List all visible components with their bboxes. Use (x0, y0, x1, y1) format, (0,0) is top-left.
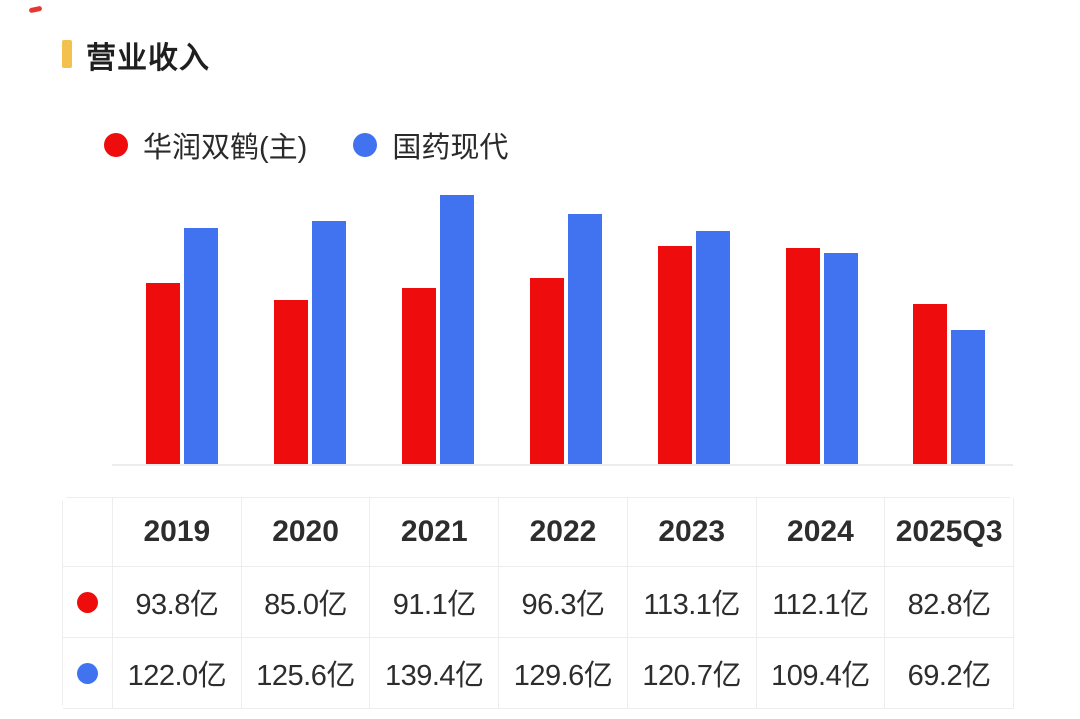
bar-2019-series-1[interactable] (184, 228, 218, 464)
bar-2024-series-0[interactable] (786, 248, 820, 464)
table-cell: 112.1亿 (756, 567, 886, 638)
table-header-2025Q3: 2025Q3 (885, 498, 1014, 567)
bar-2019-series-0[interactable] (146, 283, 180, 464)
legend-item-series-0[interactable]: 华润双鹤(主) (104, 124, 307, 166)
table-cell: 69.2亿 (885, 638, 1014, 709)
bar-2025Q3-series-0[interactable] (913, 304, 947, 464)
table-dot-blue-icon (77, 662, 98, 684)
table-cell: 125.6亿 (241, 638, 371, 709)
table-header-2023: 2023 (627, 498, 757, 567)
table-cell: 91.1亿 (370, 567, 500, 638)
table-cell: 129.6亿 (499, 638, 628, 709)
table-cell: 85.0亿 (241, 567, 371, 638)
page-title: 营业收入 (86, 42, 210, 75)
bar-2020-series-1[interactable] (312, 221, 346, 464)
table-cell: 113.1亿 (627, 567, 757, 638)
legend-item-series-1[interactable]: 国药现代 (353, 124, 508, 166)
table-row-dot-cell (63, 638, 113, 709)
legend-dot-blue-icon (353, 133, 378, 157)
plot-area (112, 184, 1013, 466)
table-cell: 96.3亿 (499, 567, 628, 638)
bar-2023-series-1[interactable] (696, 231, 730, 464)
bar-2020-series-0[interactable] (274, 300, 308, 464)
table-cell: 109.4亿 (756, 638, 886, 709)
bar-2023-series-0[interactable] (658, 246, 692, 464)
legend-dot-red-icon (104, 133, 128, 157)
chart-legend: 华润双鹤(主) 国药现代 (104, 124, 508, 166)
bar-2022-series-1[interactable] (568, 214, 602, 464)
bar-2022-series-0[interactable] (530, 278, 564, 464)
table-cell: 139.4亿 (370, 638, 500, 709)
table-header-2020: 2020 (241, 498, 371, 567)
table-header-2022: 2022 (499, 498, 628, 567)
legend-label: 华润双鹤(主) (143, 132, 308, 164)
bar-2024-series-1[interactable] (824, 253, 858, 464)
bar-2021-series-0[interactable] (402, 288, 436, 464)
table-header-2021: 2021 (370, 498, 500, 567)
legend-label: 国药现代 (392, 132, 509, 164)
table-header-2024: 2024 (756, 498, 886, 567)
bar-2021-series-1[interactable] (440, 195, 474, 464)
table-header-2019: 2019 (113, 498, 242, 567)
bar-2025Q3-series-1[interactable] (951, 330, 985, 464)
red-pen-mark (28, 5, 43, 14)
title-accent-bar (62, 40, 72, 68)
table-cell: 122.0亿 (113, 638, 242, 709)
table-dot-red-icon (77, 591, 98, 613)
data-table: 2019 2020 2021 2022 2023 2024 2025Q3 93.8亿 85.0亿… (62, 497, 1014, 709)
table-cell: 120.7亿 (627, 638, 757, 709)
table-cell: 82.8亿 (885, 567, 1014, 638)
table-row-dot-cell (63, 567, 113, 638)
table-corner-cell (63, 498, 113, 567)
table-cell: 93.8亿 (113, 567, 242, 638)
